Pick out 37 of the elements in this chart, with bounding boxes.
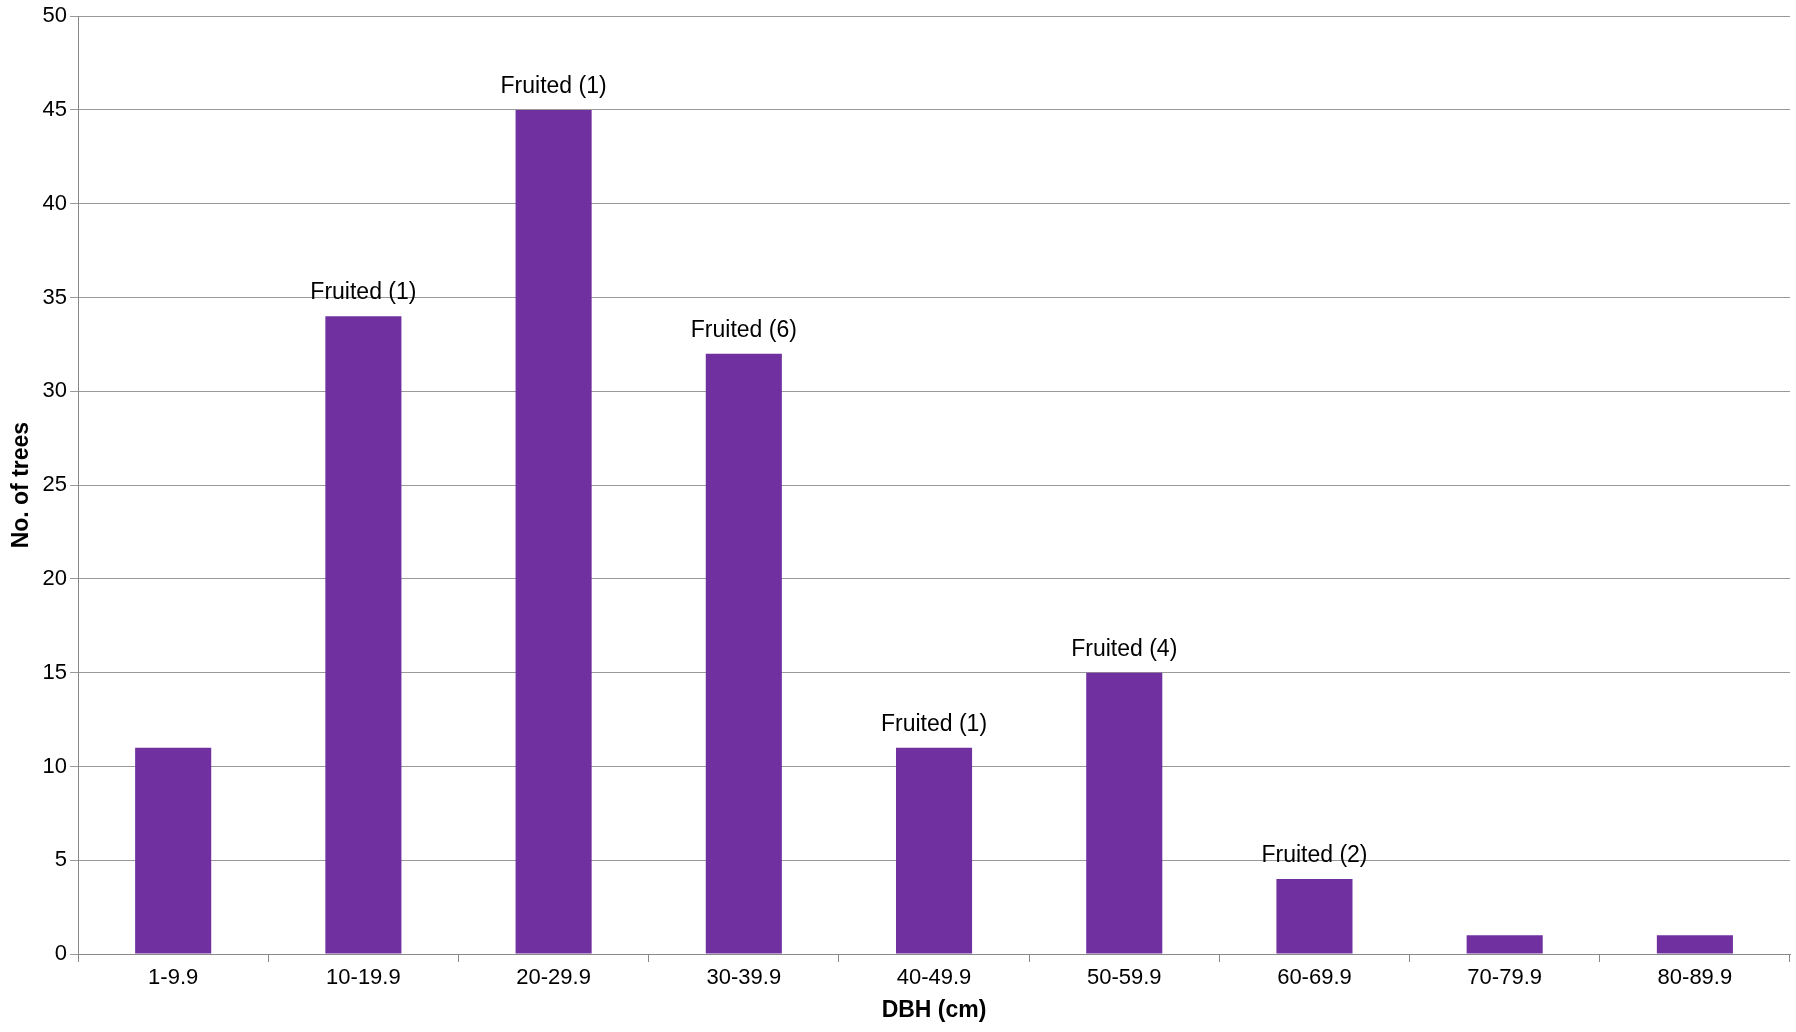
annotation: Fruited (4) (1071, 634, 1178, 661)
y-axis-title: No. of trees (7, 421, 34, 549)
y-tick-label: 15 (42, 658, 68, 684)
y-tick-label: 30 (42, 377, 68, 403)
annotation: Fruited (6) (690, 315, 797, 342)
y-tick-label: 50 (42, 2, 68, 28)
x-tick-label: 70-79.9 (1467, 964, 1542, 990)
annotation: Fruited (1) (880, 709, 988, 736)
y-tick-label: 40 (42, 189, 68, 215)
y-tick-label: 25 (42, 471, 68, 497)
y-tick-label: 0 (54, 940, 68, 966)
x-tick-label: 10-19.9 (326, 964, 401, 990)
bar (1466, 935, 1543, 954)
x-tick-label: 30-39.9 (706, 964, 782, 990)
bar (515, 109, 592, 954)
x-tick-label: 50-59.9 (1086, 964, 1162, 990)
y-tick-label: 20 (42, 564, 68, 590)
y-tick-label: 10 (42, 752, 68, 778)
y-tick-label: 5 (54, 846, 68, 872)
annotation: Fruited (2) (1261, 840, 1368, 867)
bar (1656, 935, 1733, 954)
x-tick-label: 20-29.9 (516, 964, 591, 990)
x-tick-label: 80-89.9 (1657, 964, 1733, 990)
bar (895, 747, 973, 954)
y-tick-label: 35 (42, 283, 68, 309)
x-tick-label: 1-9.9 (148, 964, 199, 990)
bar (1086, 672, 1163, 954)
bar (705, 353, 782, 954)
bar (325, 316, 402, 954)
annotation: Fruited (1) (500, 71, 607, 98)
bar (135, 747, 212, 954)
y-tick-label: 45 (42, 96, 68, 122)
x-tick-label: 60-69.9 (1277, 964, 1352, 990)
bar (1276, 878, 1353, 954)
annotation: Fruited (1) (310, 278, 417, 305)
x-tick-label: 40-49.9 (896, 964, 972, 990)
x-axis-title: DBH (cm) (881, 995, 987, 1022)
